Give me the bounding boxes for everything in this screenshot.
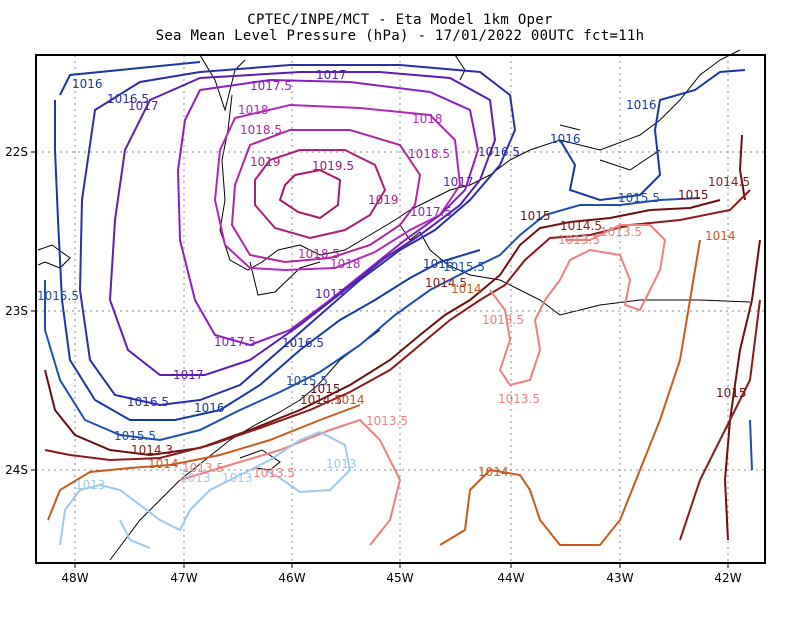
tick-marks: [31, 151, 729, 568]
isobar-label: 1018.5: [240, 123, 282, 137]
isobar-label: 1017.5: [410, 205, 452, 219]
lon-tick-labels: 48W 47W 46W 45W 44W 43W 42W: [61, 571, 741, 585]
isobar-1019-5: [278, 168, 342, 220]
isobar-label: 1015: [716, 386, 747, 400]
lat-tick: 24S: [5, 463, 28, 477]
isobar-label: 1015: [520, 209, 551, 223]
isobar-label: 1017: [443, 175, 474, 189]
isobar-label: 1014: [148, 457, 179, 471]
isobar-label: 1015: [678, 188, 709, 202]
isobar-label: 1013.5: [600, 225, 642, 239]
isobar-labels: 10161016.5101710171017.5101810181018.510…: [37, 68, 750, 492]
isobar-label: 1016.5: [107, 92, 149, 106]
isobar-label: 1014.5: [708, 175, 750, 189]
isobar-1016: [54, 61, 746, 421]
isobar-label: 1017: [315, 287, 346, 301]
isobar-1013-5: [179, 224, 667, 546]
isobar-1015-5: [44, 197, 753, 471]
isobar-1019: [254, 149, 387, 240]
isobar-label: 1015.5: [443, 260, 485, 274]
isobar-label: 1016: [72, 77, 103, 91]
isobar-label: 1018.5: [298, 247, 340, 261]
isobar-label: 1018: [412, 112, 443, 126]
isobar-label: 1013.5: [498, 392, 540, 406]
isobar-label: 1016.5: [127, 395, 169, 409]
isobar-label: 1017: [173, 368, 204, 382]
isobar-label: 1014: [705, 229, 736, 243]
isobar-label: 1014: [451, 282, 482, 296]
isobar-label: 1016.5: [478, 145, 520, 159]
isobar-label: 1015: [310, 382, 341, 396]
lat-tick-labels: 22S 23S 24S: [5, 145, 28, 477]
isobar-label: 1014.5: [425, 276, 467, 290]
isobar-label: 1018: [238, 103, 269, 117]
isobar-label: 1014: [478, 465, 509, 479]
isobar-label: 1013.5: [366, 414, 408, 428]
isobar-label: 1015.5: [114, 429, 156, 443]
isobar-label: 1019: [368, 193, 399, 207]
isobar-label: 1016: [550, 132, 581, 146]
lon-tick: 45W: [386, 571, 413, 585]
isobar-label: 1015.5: [286, 374, 328, 388]
isobar-1014: [47, 239, 701, 546]
isobar-label: 1014.5: [300, 393, 342, 407]
isobar-1017: [108, 71, 497, 376]
isobar-1015: [44, 134, 761, 541]
isobar-1014-5: [44, 189, 761, 541]
isobar-label: 1016: [194, 401, 225, 415]
lon-tick: 46W: [278, 571, 305, 585]
isobar-1018-5: [230, 129, 422, 264]
isobar-label: 1018: [330, 257, 361, 271]
isobar-1016-5: [78, 64, 517, 407]
isobar-label: 1015.5: [618, 191, 660, 205]
isobar-label: 1017.5: [250, 79, 292, 93]
isobar-label: 1013.5: [253, 466, 295, 480]
lon-tick: 47W: [170, 571, 197, 585]
isobar-1017-5: [176, 78, 480, 347]
lon-tick: 43W: [606, 571, 633, 585]
isobars: [44, 61, 761, 549]
isobar-label: 1013.5: [482, 313, 524, 327]
isobar-label: 1013.5: [182, 461, 224, 475]
isobar-label: 1016.5: [282, 336, 324, 350]
isobar-label: 1017.5: [214, 335, 256, 349]
lon-tick: 42W: [714, 571, 741, 585]
lon-tick: 44W: [497, 571, 524, 585]
isobar-label: 1013.5: [558, 233, 600, 247]
isobar-label: 1013: [222, 471, 253, 485]
isobar-label: 1015.5: [37, 289, 79, 303]
isobar-label: 1019.5: [312, 159, 354, 173]
isobar-label: 1013: [326, 457, 357, 471]
isobar-label: 1017: [316, 68, 347, 82]
isobar-1018: [213, 103, 462, 272]
isobar-label: 1013: [75, 478, 106, 492]
isobar-label: 1014.5: [560, 219, 602, 233]
isobar-label: 1016: [423, 257, 454, 271]
isobar-label: 1018.5: [408, 147, 450, 161]
isobar-label: 1013: [180, 471, 211, 485]
isobar-label: 1016: [626, 98, 657, 112]
isobar-label: 1014.3: [131, 443, 173, 457]
isobar-1013: [59, 430, 352, 549]
isobar-label: 1017: [128, 99, 159, 113]
lat-tick: 23S: [5, 304, 28, 318]
map-title-line2: Sea Mean Level Pressure (hPa) - 17/01/20…: [155, 28, 645, 44]
lon-tick: 48W: [61, 571, 88, 585]
isobar-label: 1014: [334, 393, 365, 407]
lat-tick: 22S: [5, 145, 28, 159]
isobar-label: 1019: [250, 155, 281, 169]
map-title-line1: CPTEC/INPE/MCT - Eta Model 1km Oper: [247, 12, 553, 28]
